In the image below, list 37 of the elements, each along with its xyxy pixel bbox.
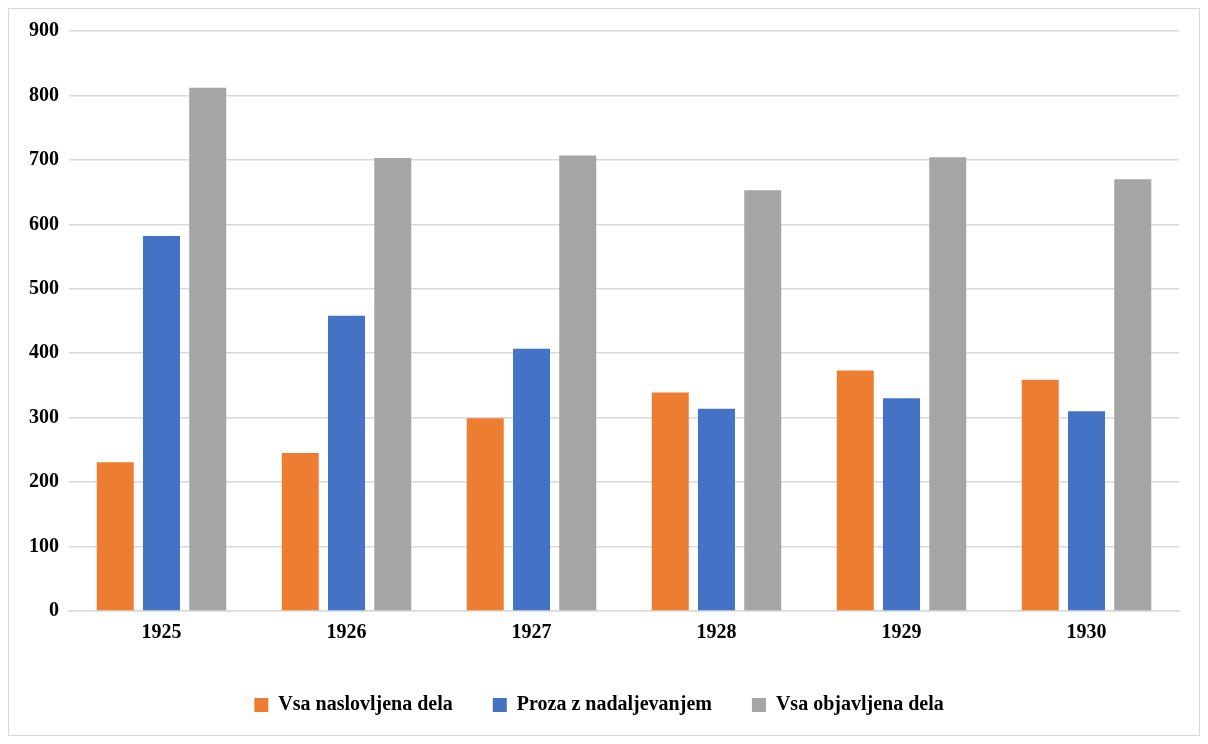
bar bbox=[466, 418, 504, 611]
y-tick-label: 200 bbox=[29, 469, 59, 492]
bar bbox=[143, 235, 180, 611]
y-tick-label: 900 bbox=[29, 18, 59, 41]
bar bbox=[189, 87, 227, 611]
bar bbox=[929, 157, 967, 611]
legend-label: Vsa objavljena dela bbox=[775, 692, 944, 716]
x-tick-label: 1929 bbox=[881, 620, 922, 643]
bar bbox=[744, 190, 782, 611]
bar bbox=[651, 392, 689, 611]
y-tick-label: 400 bbox=[29, 340, 59, 363]
y-tick-label: 700 bbox=[29, 147, 59, 170]
x-tick-label: 1927 bbox=[511, 620, 552, 643]
bar bbox=[1068, 411, 1105, 611]
y-tick-label: 300 bbox=[29, 404, 59, 427]
bar bbox=[1114, 179, 1152, 611]
y-tick-label: 600 bbox=[29, 211, 59, 234]
x-tick-label: 1928 bbox=[696, 620, 737, 643]
bar bbox=[1021, 379, 1059, 611]
x-tick-label: 1926 bbox=[326, 620, 367, 643]
bar bbox=[513, 348, 550, 611]
bar bbox=[559, 155, 597, 611]
bar bbox=[374, 157, 412, 611]
bar bbox=[328, 315, 365, 611]
bar bbox=[883, 398, 920, 611]
legend-label: Vsa naslovljena dela bbox=[278, 692, 453, 716]
x-tick-label: 1930 bbox=[1066, 620, 1107, 643]
bar bbox=[281, 453, 319, 611]
y-tick-label: 0 bbox=[49, 598, 59, 621]
y-tick-label: 800 bbox=[29, 82, 59, 105]
legend-label: Proza z nadaljevanjem bbox=[516, 692, 713, 716]
bar bbox=[836, 370, 874, 611]
y-tick-label: 500 bbox=[29, 275, 59, 298]
bar bbox=[96, 462, 134, 611]
x-tick-label: 1925 bbox=[141, 620, 182, 643]
y-tick-label: 100 bbox=[29, 533, 59, 556]
bar bbox=[698, 408, 735, 611]
